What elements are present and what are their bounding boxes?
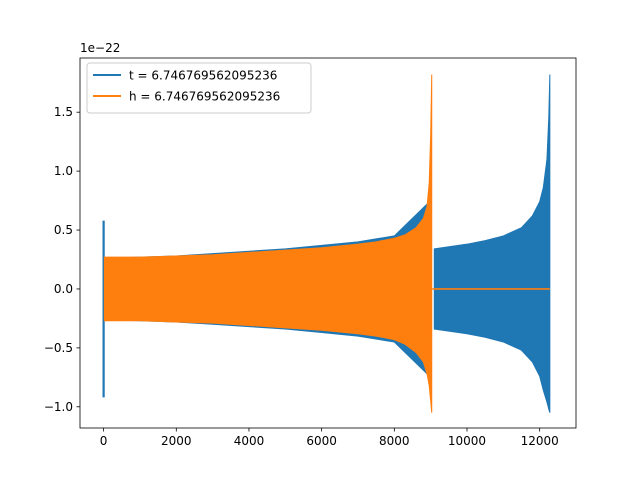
axes-frame [79, 57, 577, 429]
x-axis: 0 2000 4000 6000 8000 10000 12000 [100, 428, 559, 448]
y-tick-label: 1.5 [54, 105, 73, 119]
y-tick-label: 1.0 [54, 164, 73, 178]
x-tick-label: 6000 [306, 434, 337, 448]
x-tick-label: 10000 [448, 434, 486, 448]
offset-text: 1e−22 [80, 41, 120, 55]
x-tick-label: 0 [100, 434, 108, 448]
series-2-band-1 [103, 74, 433, 413]
plot-area [102, 74, 551, 413]
y-tick-label: 0.5 [54, 223, 73, 237]
x-tick-label: 12000 [521, 434, 559, 448]
series-1-band-3 [433, 74, 551, 413]
y-tick-label: 0.0 [54, 282, 73, 296]
x-tick-label: 8000 [379, 434, 410, 448]
y-tick-label: −0.5 [44, 341, 73, 355]
legend-label: h = 6.746769562095236 [129, 90, 280, 104]
legend-label: t = 6.746769562095236 [129, 69, 277, 83]
legend-box [86, 62, 312, 114]
y-axis: −1.0 −0.5 0.0 0.5 1.0 1.5 [44, 105, 80, 414]
x-tick-label: 4000 [234, 434, 265, 448]
x-tick-label: 2000 [161, 434, 192, 448]
legend: t = 6.746769562095236 h = 6.7467695620952… [86, 62, 312, 114]
y-tick-label: −1.0 [44, 400, 73, 414]
